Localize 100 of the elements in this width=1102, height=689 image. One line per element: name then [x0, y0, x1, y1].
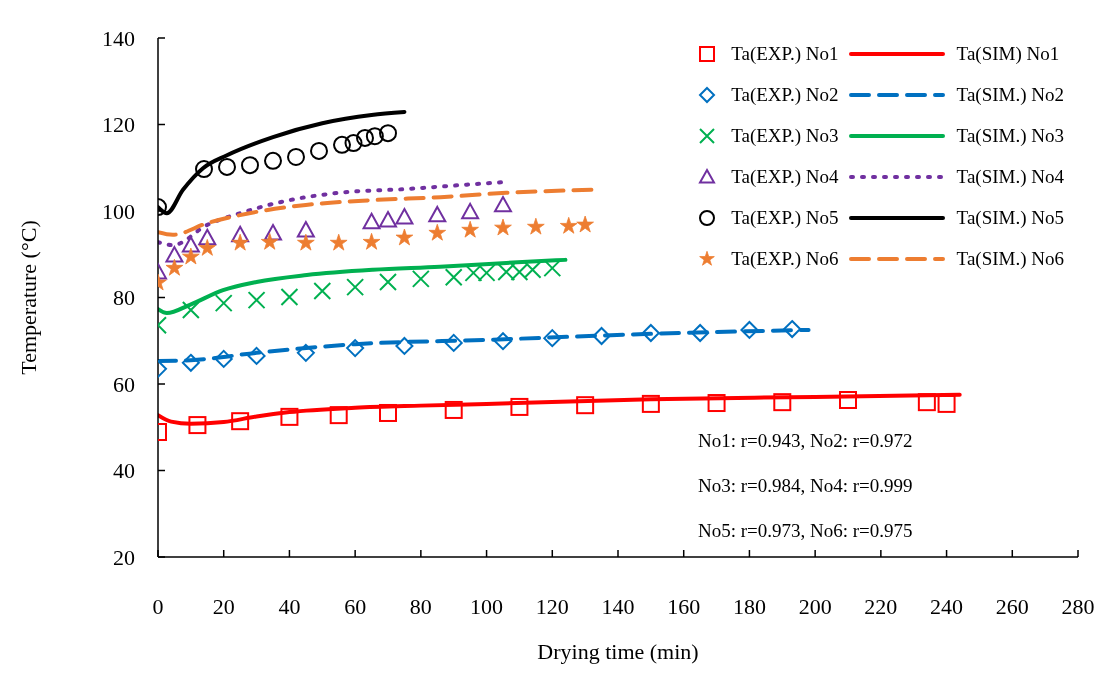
x-tick-label: 60	[344, 593, 367, 619]
legend-label: Ta(SIM.) No5	[956, 207, 1064, 229]
y-tick-label: 100	[102, 198, 135, 224]
point	[937, 394, 956, 413]
annotation: No5: r=0.973, No6: r=0.975	[698, 519, 913, 543]
point	[214, 349, 233, 368]
point	[494, 332, 512, 351]
point	[379, 124, 397, 143]
x-tick-label: 40	[278, 593, 301, 619]
x-tick-label: 140	[601, 593, 635, 619]
y-tick-label: 120	[102, 112, 135, 138]
legend-label: Ta(EXP.) No3	[731, 125, 839, 147]
legend-label: Ta(SIM.) No3	[956, 125, 1064, 147]
x-tick-label: 120	[535, 593, 569, 619]
point	[333, 135, 351, 154]
point	[576, 396, 595, 415]
point	[362, 212, 381, 230]
point	[461, 220, 479, 238]
point	[280, 407, 299, 426]
y-tick-label: 140	[102, 25, 135, 51]
point	[395, 228, 414, 246]
point	[313, 282, 332, 301]
point	[296, 221, 315, 238]
point	[198, 239, 217, 256]
point	[691, 323, 710, 342]
point	[287, 147, 305, 166]
point	[411, 269, 430, 288]
y-tick-label: 20	[113, 544, 135, 570]
point	[365, 127, 384, 146]
x-tick-label: 200	[798, 593, 832, 619]
point	[329, 406, 348, 425]
line-series	[158, 187, 594, 237]
legend-label: Ta(SIM) No1	[956, 43, 1060, 65]
point	[165, 258, 184, 276]
point	[444, 268, 463, 287]
point	[181, 301, 200, 320]
point	[310, 141, 328, 160]
point	[395, 336, 414, 355]
legend-label: Ta(SIM.) No6	[956, 248, 1064, 270]
x-tick-label: 0	[152, 593, 164, 619]
point	[181, 236, 200, 253]
x-tick-label: 180	[732, 593, 766, 619]
point	[296, 343, 315, 362]
point	[379, 272, 397, 291]
legend-label: Ta(EXP.) No2	[731, 84, 839, 106]
point	[344, 134, 363, 153]
x-tick-label: 100	[470, 593, 504, 619]
point	[527, 217, 545, 235]
point	[181, 353, 200, 372]
point	[428, 223, 447, 241]
point	[241, 156, 259, 175]
legend-label: Ta(SIM.) No2	[956, 84, 1064, 106]
legend-label: Ta(EXP.) No5	[731, 207, 839, 229]
point	[182, 247, 200, 265]
point	[264, 224, 282, 241]
point	[379, 211, 397, 228]
point	[165, 246, 184, 263]
point	[510, 397, 529, 416]
point	[195, 160, 213, 179]
x-tick-label: 80	[409, 593, 432, 619]
point	[198, 228, 217, 246]
point	[218, 157, 236, 176]
point	[592, 326, 611, 345]
point	[559, 216, 578, 234]
point	[329, 233, 348, 251]
point	[543, 329, 562, 348]
point	[346, 339, 365, 358]
point	[773, 393, 792, 412]
point	[264, 151, 282, 170]
point	[247, 291, 266, 310]
annotation: No1: r=0.943, No2: r=0.972	[698, 429, 913, 453]
line-series	[158, 257, 568, 316]
point	[461, 202, 480, 220]
point	[576, 215, 594, 233]
point	[346, 278, 365, 297]
point	[214, 294, 233, 313]
x-tick-label: 220	[864, 593, 898, 619]
point	[395, 208, 414, 225]
point	[428, 205, 447, 223]
legend-label: Ta(EXP.) No1	[731, 43, 839, 65]
point	[444, 333, 463, 352]
point	[247, 346, 266, 365]
point	[231, 225, 250, 243]
point	[379, 403, 397, 422]
point	[707, 394, 726, 413]
x-tick-label: 240	[930, 593, 964, 619]
y-tick-label: 80	[113, 285, 135, 311]
point	[280, 288, 299, 307]
annotation: No3: r=0.984, No4: r=0.999	[698, 474, 913, 498]
point	[356, 128, 374, 147]
y-tick-label: 40	[113, 458, 135, 484]
x-tick-label: 280	[1061, 593, 1095, 619]
point	[231, 412, 250, 431]
point	[494, 218, 512, 236]
point	[444, 400, 463, 419]
legend-label: Ta(SIM.) No4	[956, 166, 1064, 188]
point	[917, 393, 936, 412]
point	[783, 320, 802, 339]
point	[641, 394, 660, 413]
point	[362, 232, 381, 250]
